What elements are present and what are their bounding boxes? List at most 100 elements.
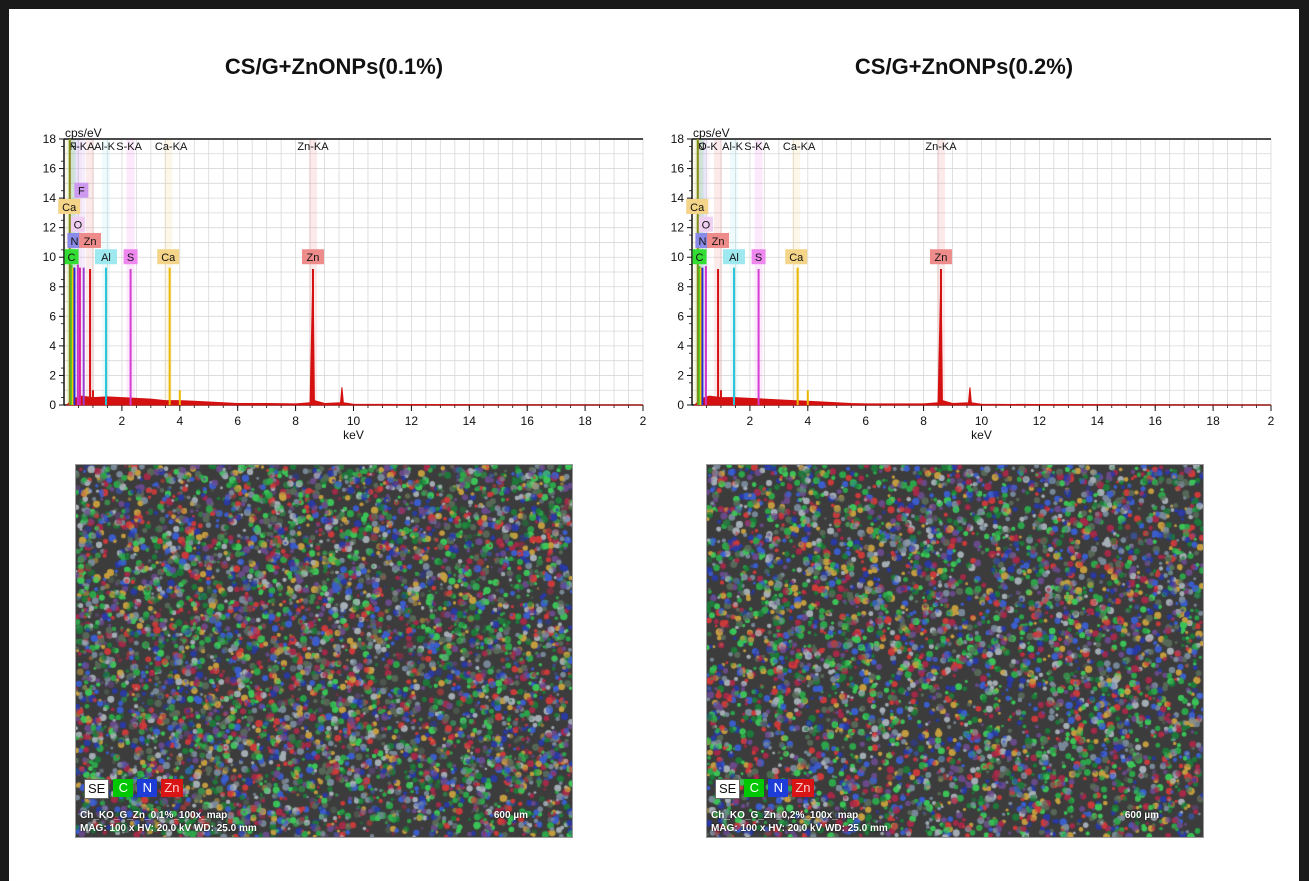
element-label: C — [696, 252, 704, 264]
element-label-box — [123, 249, 138, 265]
x-tick-label: 14 — [1091, 414, 1105, 428]
y-tick-label: 10 — [43, 250, 57, 264]
map-scale-label: 600 µm — [1124, 810, 1159, 821]
element-label: Ca — [789, 252, 804, 264]
element-label: Zn — [935, 252, 948, 264]
x-tick-label: 2 — [640, 414, 647, 428]
y-tick-label: 4 — [677, 339, 684, 353]
legend-c: C — [744, 779, 765, 797]
y-tick-label: 2 — [677, 368, 684, 382]
element-label-box — [67, 232, 82, 248]
element-label: Zn — [84, 236, 97, 248]
map-filename: Ch_KO_G_Zn_0,2%_100x_map — [711, 810, 859, 821]
x-tick-label: 2 — [1268, 414, 1275, 428]
x-tick-label: 10 — [347, 414, 361, 428]
element-label-box — [698, 216, 713, 232]
element-label-box — [785, 249, 808, 265]
y-tick-label: 6 — [677, 309, 684, 323]
element-label-box — [707, 232, 730, 248]
y-tick-label: 10 — [671, 250, 685, 264]
y-tick-label: 8 — [677, 280, 684, 294]
y-tick-label: 0 — [677, 398, 684, 412]
line-label: N — [69, 141, 77, 153]
element-map-image — [707, 465, 1203, 837]
element-label-box — [70, 216, 85, 232]
line-label: N — [697, 141, 705, 153]
element-label-box — [695, 232, 710, 248]
y-tick-label: 0 — [49, 398, 56, 412]
element-label: Zn — [712, 236, 725, 248]
map-scale-label: 600 µm — [493, 810, 528, 821]
element-label-box — [79, 232, 102, 248]
panel-title-left: CS/G+ZnONPs(0.1%) — [224, 54, 444, 79]
x-tick-label: 8 — [292, 414, 299, 428]
peak-band — [77, 139, 86, 405]
line-label: S-KA — [116, 141, 142, 153]
element-label: Ca — [161, 252, 176, 264]
line-label: S-KA — [744, 141, 770, 153]
line-label: Al-K — [94, 141, 115, 153]
legend-n: N — [137, 779, 158, 797]
element-label-box — [751, 249, 766, 265]
element-label: O — [702, 220, 711, 232]
y-tick-label: 16 — [671, 162, 685, 176]
x-axis-label: keV — [343, 428, 364, 442]
element-label: F — [78, 186, 85, 198]
y-tick-label: 14 — [43, 191, 57, 205]
x-tick-label: 8 — [920, 414, 927, 428]
spectrum-series — [693, 269, 1272, 406]
line-label: Zn-KA — [925, 141, 957, 153]
element-label-box — [157, 249, 180, 265]
element-label: C — [68, 252, 76, 264]
line-label: F-KA — [69, 141, 95, 153]
figure-page: CS/G+ZnONPs(0.1%) CS/G+ZnONPs(0.2%) 0 2 4 6… — [9, 9, 1299, 881]
y-tick-label: 12 — [671, 221, 685, 235]
x-tick-label: 2 — [119, 414, 126, 428]
map-legend: SE C N Zn — [715, 779, 814, 799]
element-label: N — [698, 236, 706, 248]
x-tick-label: 4 — [804, 414, 811, 428]
x-tick-label: 18 — [1206, 414, 1220, 428]
element-map-left: SE C N Zn Ch_KO_G_Zn_0,1%_100x_map MAG: … — [75, 464, 573, 838]
legend-se: SE — [84, 779, 110, 799]
element-label-box — [722, 249, 745, 265]
line-label: Zn-KA — [297, 141, 329, 153]
legend-zn: Zn — [161, 779, 183, 797]
map-filename: Ch_KO_G_Zn_0,1%_100x_map — [80, 810, 228, 821]
y-axis-label: cps/eV — [693, 126, 730, 140]
line-label: Al-K — [722, 141, 743, 153]
element-label-box — [301, 249, 324, 265]
y-tick-label: 18 — [671, 132, 685, 146]
element-map-image — [76, 465, 572, 837]
x-tick-label: 6 — [234, 414, 241, 428]
legend-zn: Zn — [792, 779, 814, 797]
line-label: Ca-KA — [155, 141, 188, 153]
element-label-box — [929, 249, 952, 265]
element-map-right: SE C N Zn Ch_KO_G_Zn_0,2%_100x_map MAG: … — [706, 464, 1204, 838]
element-label: Al — [729, 252, 739, 264]
peak-band — [164, 139, 173, 405]
map-legend: SE C N Zn — [84, 779, 183, 799]
element-label-box — [686, 198, 709, 214]
panel-title-right: CS/G+ZnONPs(0.2%) — [854, 54, 1074, 79]
y-tick-label: 6 — [49, 309, 56, 323]
legend-n: N — [768, 779, 789, 797]
element-label: O — [74, 220, 83, 232]
map-info: MAG: 100 x HV: 20.0 kV WD: 25.0 mm — [80, 823, 257, 834]
y-tick-label: 16 — [43, 162, 57, 176]
x-tick-label: 16 — [1149, 414, 1163, 428]
element-label: Ca — [62, 202, 77, 214]
peak-band — [792, 139, 801, 405]
element-label-box — [58, 198, 81, 214]
element-label-box — [692, 249, 707, 265]
line-label: Ca-KA — [783, 141, 816, 153]
y-tick-label: 12 — [43, 221, 57, 235]
x-tick-label: 4 — [176, 414, 183, 428]
y-tick-label: 14 — [671, 191, 685, 205]
x-tick-label: 6 — [862, 414, 869, 428]
y-tick-label: 18 — [43, 132, 57, 146]
y-tick-label: 2 — [49, 368, 56, 382]
x-tick-label: 18 — [578, 414, 592, 428]
